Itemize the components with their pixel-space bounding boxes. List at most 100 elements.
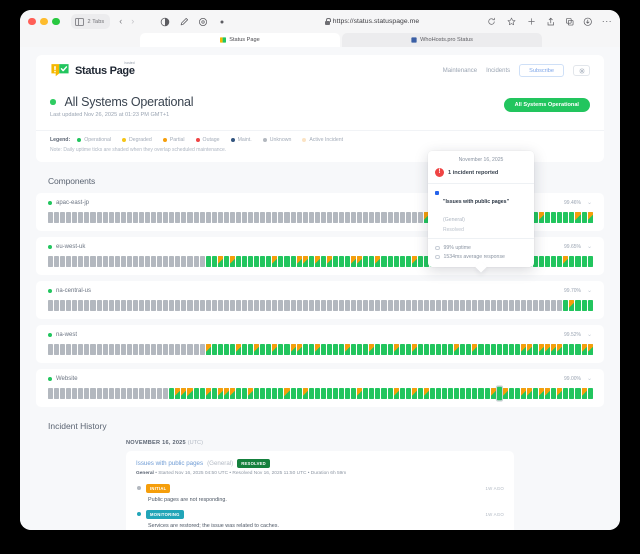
uptime-bar-tick[interactable]	[54, 300, 60, 311]
uptime-bar-tick[interactable]	[242, 344, 248, 355]
uptime-bar-tick[interactable]	[557, 256, 563, 267]
uptime-bar-tick[interactable]	[381, 256, 387, 267]
uptime-bar-tick[interactable]	[381, 344, 387, 355]
uptime-bar-tick[interactable]	[132, 212, 138, 223]
uptime-bar-tick[interactable]	[108, 344, 114, 355]
uptime-bar-tick[interactable]	[72, 300, 78, 311]
uptime-bar-tick[interactable]	[520, 388, 526, 399]
uptime-bar-tick[interactable]	[302, 256, 308, 267]
uptime-bar-tick[interactable]	[405, 344, 411, 355]
uptime-bar-tick[interactable]	[339, 300, 345, 311]
uptime-bar-tick[interactable]	[587, 300, 593, 311]
uptime-bar-tick[interactable]	[217, 344, 223, 355]
uptime-bar-tick[interactable]	[405, 256, 411, 267]
uptime-bar-tick[interactable]	[217, 388, 223, 399]
uptime-bar-tick[interactable]	[157, 212, 163, 223]
uptime-bar-tick[interactable]	[163, 344, 169, 355]
uptime-bar-tick[interactable]	[369, 344, 375, 355]
uptime-bar-tick[interactable]	[84, 388, 90, 399]
uptime-bar-tick[interactable]	[326, 344, 332, 355]
uptime-bar-tick[interactable]	[248, 300, 254, 311]
uptime-bar-tick[interactable]	[266, 256, 272, 267]
uptime-bar-tick[interactable]	[320, 388, 326, 399]
subscribe-button[interactable]: Subscribe	[519, 64, 564, 77]
uptime-bar-tick[interactable]	[448, 388, 454, 399]
uptime-bar-tick[interactable]	[132, 256, 138, 267]
uptime-bar-tick[interactable]	[587, 212, 593, 223]
uptime-bar-tick[interactable]	[266, 344, 272, 355]
uptime-bar-tick[interactable]	[278, 388, 284, 399]
uptime-bar-tick[interactable]	[223, 344, 229, 355]
uptime-bar-tick[interactable]	[205, 388, 211, 399]
uptime-bar-tick[interactable]	[411, 256, 417, 267]
settings-button[interactable]	[573, 65, 590, 76]
uptime-bar-tick[interactable]	[242, 388, 248, 399]
uptime-bar-tick[interactable]	[302, 388, 308, 399]
uptime-bar-tick[interactable]	[351, 344, 357, 355]
uptime-bar-tick[interactable]	[48, 344, 54, 355]
uptime-bar-tick[interactable]	[284, 300, 290, 311]
uptime-bar-tick[interactable]	[223, 300, 229, 311]
uptime-bar-tick[interactable]	[575, 388, 581, 399]
uptime-bar-tick[interactable]	[405, 300, 411, 311]
uptime-bar-tick[interactable]	[66, 388, 72, 399]
uptime-bar-tick[interactable]	[278, 344, 284, 355]
uptime-bar-tick[interactable]	[381, 300, 387, 311]
uptime-bar-tick[interactable]	[399, 300, 405, 311]
uptime-bar-tick[interactable]	[369, 388, 375, 399]
uptime-bar-tick[interactable]	[514, 344, 520, 355]
uptime-bar-tick[interactable]	[78, 300, 84, 311]
uptime-bar-tick[interactable]	[357, 256, 363, 267]
uptime-bar-tick[interactable]	[405, 388, 411, 399]
uptime-bar-tick[interactable]	[163, 212, 169, 223]
uptime-bar-tick[interactable]	[587, 256, 593, 267]
uptime-bar-tick[interactable]	[411, 388, 417, 399]
uptime-bar-tick[interactable]	[145, 388, 151, 399]
uptime-bar-tick[interactable]	[193, 212, 199, 223]
share-icon[interactable]	[546, 17, 556, 27]
uptime-bar-tick[interactable]	[339, 344, 345, 355]
uptime-bar-tick[interactable]	[502, 300, 508, 311]
uptime-bar-tick[interactable]	[193, 344, 199, 355]
uptime-bar-tick[interactable]	[387, 256, 393, 267]
uptime-bar-tick[interactable]	[278, 256, 284, 267]
uptime-bar-tick[interactable]	[181, 256, 187, 267]
uptime-bar-tick[interactable]	[102, 300, 108, 311]
nav-link-incidents[interactable]: Incidents	[486, 67, 511, 74]
uptime-bar-tick[interactable]	[569, 256, 575, 267]
uptime-bar-tick[interactable]	[108, 388, 114, 399]
uptime-bar-tick[interactable]	[587, 388, 593, 399]
uptime-bar-tick[interactable]	[502, 388, 508, 399]
uptime-bar-tick[interactable]	[205, 300, 211, 311]
uptime-bar-tick[interactable]	[345, 388, 351, 399]
uptime-bar-tick[interactable]	[581, 212, 587, 223]
uptime-bar-tick[interactable]	[320, 212, 326, 223]
uptime-bar-tick[interactable]	[375, 300, 381, 311]
uptime-bar-tick[interactable]	[302, 344, 308, 355]
uptime-bar-tick[interactable]	[308, 388, 314, 399]
uptime-bar-tick[interactable]	[345, 300, 351, 311]
uptime-bar-tick[interactable]	[211, 212, 217, 223]
uptime-bar-tick[interactable]	[575, 344, 581, 355]
uptime-bar-tick[interactable]	[132, 300, 138, 311]
uptime-bar-tick[interactable]	[526, 344, 532, 355]
uptime-bar-tick[interactable]	[429, 300, 435, 311]
uptime-bar-tick[interactable]	[569, 344, 575, 355]
uptime-bar-tick[interactable]	[302, 212, 308, 223]
reader-contrast-icon[interactable]	[160, 17, 170, 27]
uptime-bar-tick[interactable]	[381, 212, 387, 223]
uptime-bar-tick[interactable]	[454, 388, 460, 399]
uptime-bar-tick[interactable]	[460, 300, 466, 311]
uptime-bar-tick[interactable]	[393, 212, 399, 223]
uptime-bar-tick[interactable]	[181, 344, 187, 355]
uptime-bar-tick[interactable]	[132, 388, 138, 399]
uptime-bar-tick[interactable]	[102, 388, 108, 399]
uptime-bar-tick[interactable]	[417, 256, 423, 267]
uptime-bar-tick[interactable]	[181, 212, 187, 223]
uptime-bar-tick[interactable]	[339, 256, 345, 267]
uptime-bar-tick[interactable]	[545, 256, 551, 267]
uptime-bar-tick[interactable]	[399, 212, 405, 223]
uptime-bar-tick[interactable]	[169, 256, 175, 267]
uptime-bar-tick[interactable]	[96, 344, 102, 355]
uptime-bar-tick[interactable]	[545, 388, 551, 399]
